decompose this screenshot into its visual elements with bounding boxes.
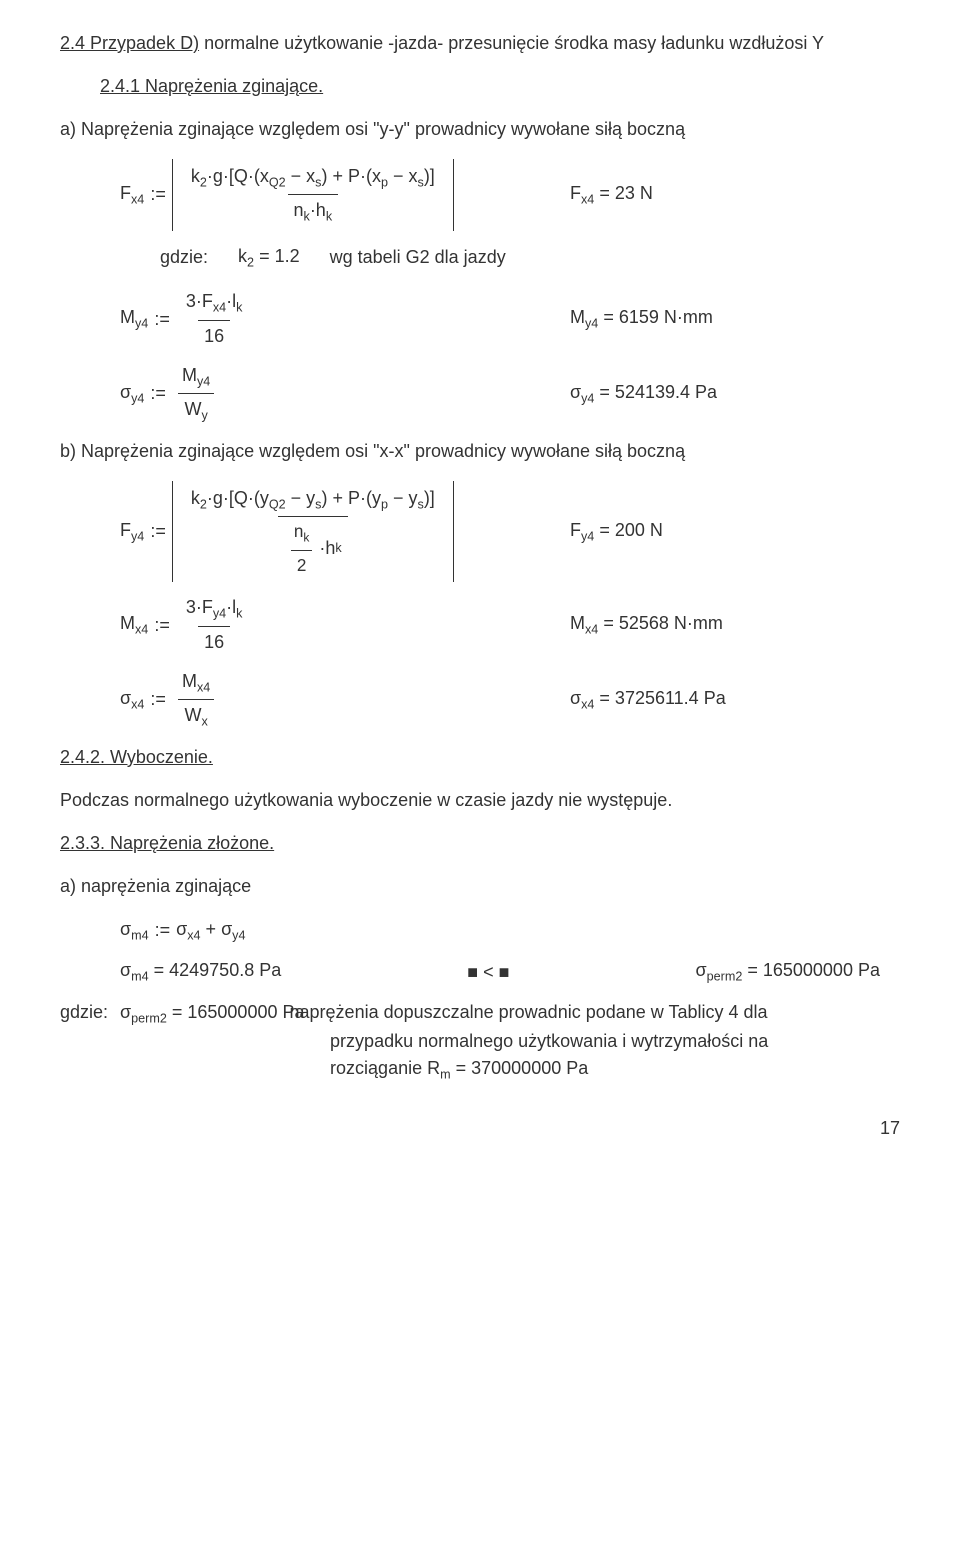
result-fy4: Fy4 = 200 N [570, 517, 663, 546]
section-title: 2.4 Przypadek D) normalne użytkowanie -j… [60, 30, 900, 57]
formula-sm4-res: σm4 = 4249750.8 Pa ■ < ■ σperm2 = 165000… [120, 957, 880, 986]
para-b: b) Naprężenia zginające względem osi "x-… [60, 438, 900, 465]
para-233a: a) naprężenia zginające [60, 873, 900, 900]
formula-fy4: Fy4 := k2·g·[Q·(yQ2 − ys) + P·(yp − ys)]… [120, 481, 900, 582]
formula-sm4-def: σm4 := σx4 + σy4 [120, 916, 900, 945]
formula-my4: My4 := 3·Fx4·lk 16 My4 = 6159 N·mm [120, 288, 900, 349]
formula-sy4: σy4 := My4 Wy σy4 = 524139.4 Pa [120, 362, 900, 426]
subsection-241-title: 2.4.1 Naprężenia zginające. [100, 73, 900, 100]
result-sx4: σx4 = 3725611.4 Pa [570, 685, 726, 714]
para-242: Podczas normalnego użytkowania wyboczeni… [60, 787, 900, 814]
gdzie-perm2: gdzie: σperm2 = 165000000 Pa naprężenia … [60, 999, 900, 1085]
page-number: 17 [60, 1115, 900, 1142]
para-a: a) Naprężenia zginające względem osi "y-… [60, 116, 900, 143]
formula-fx4: Fx4 := k2·g·[Q·(xQ2 − xs) + P·(xp − xs)]… [120, 159, 900, 231]
formula-mx4: Mx4 := 3·Fy4·lk 16 Mx4 = 52568 N·mm [120, 594, 900, 655]
result-fx4: Fx4 = 23 N [570, 180, 653, 209]
result-mx4: Mx4 = 52568 N·mm [570, 610, 723, 639]
formula-sx4: σx4 := Mx4 Wx σx4 = 3725611.4 Pa [120, 668, 900, 732]
gdzie-k2: gdzie: k2 = 1.2 wg tabeli G2 dla jazdy [160, 243, 900, 272]
subsection-233-title: 2.3.3. Naprężenia złożone. [60, 830, 900, 857]
result-sy4: σy4 = 524139.4 Pa [570, 379, 717, 408]
result-my4: My4 = 6159 N·mm [570, 304, 713, 333]
subsection-242-title: 2.4.2. Wyboczenie. [60, 744, 900, 771]
